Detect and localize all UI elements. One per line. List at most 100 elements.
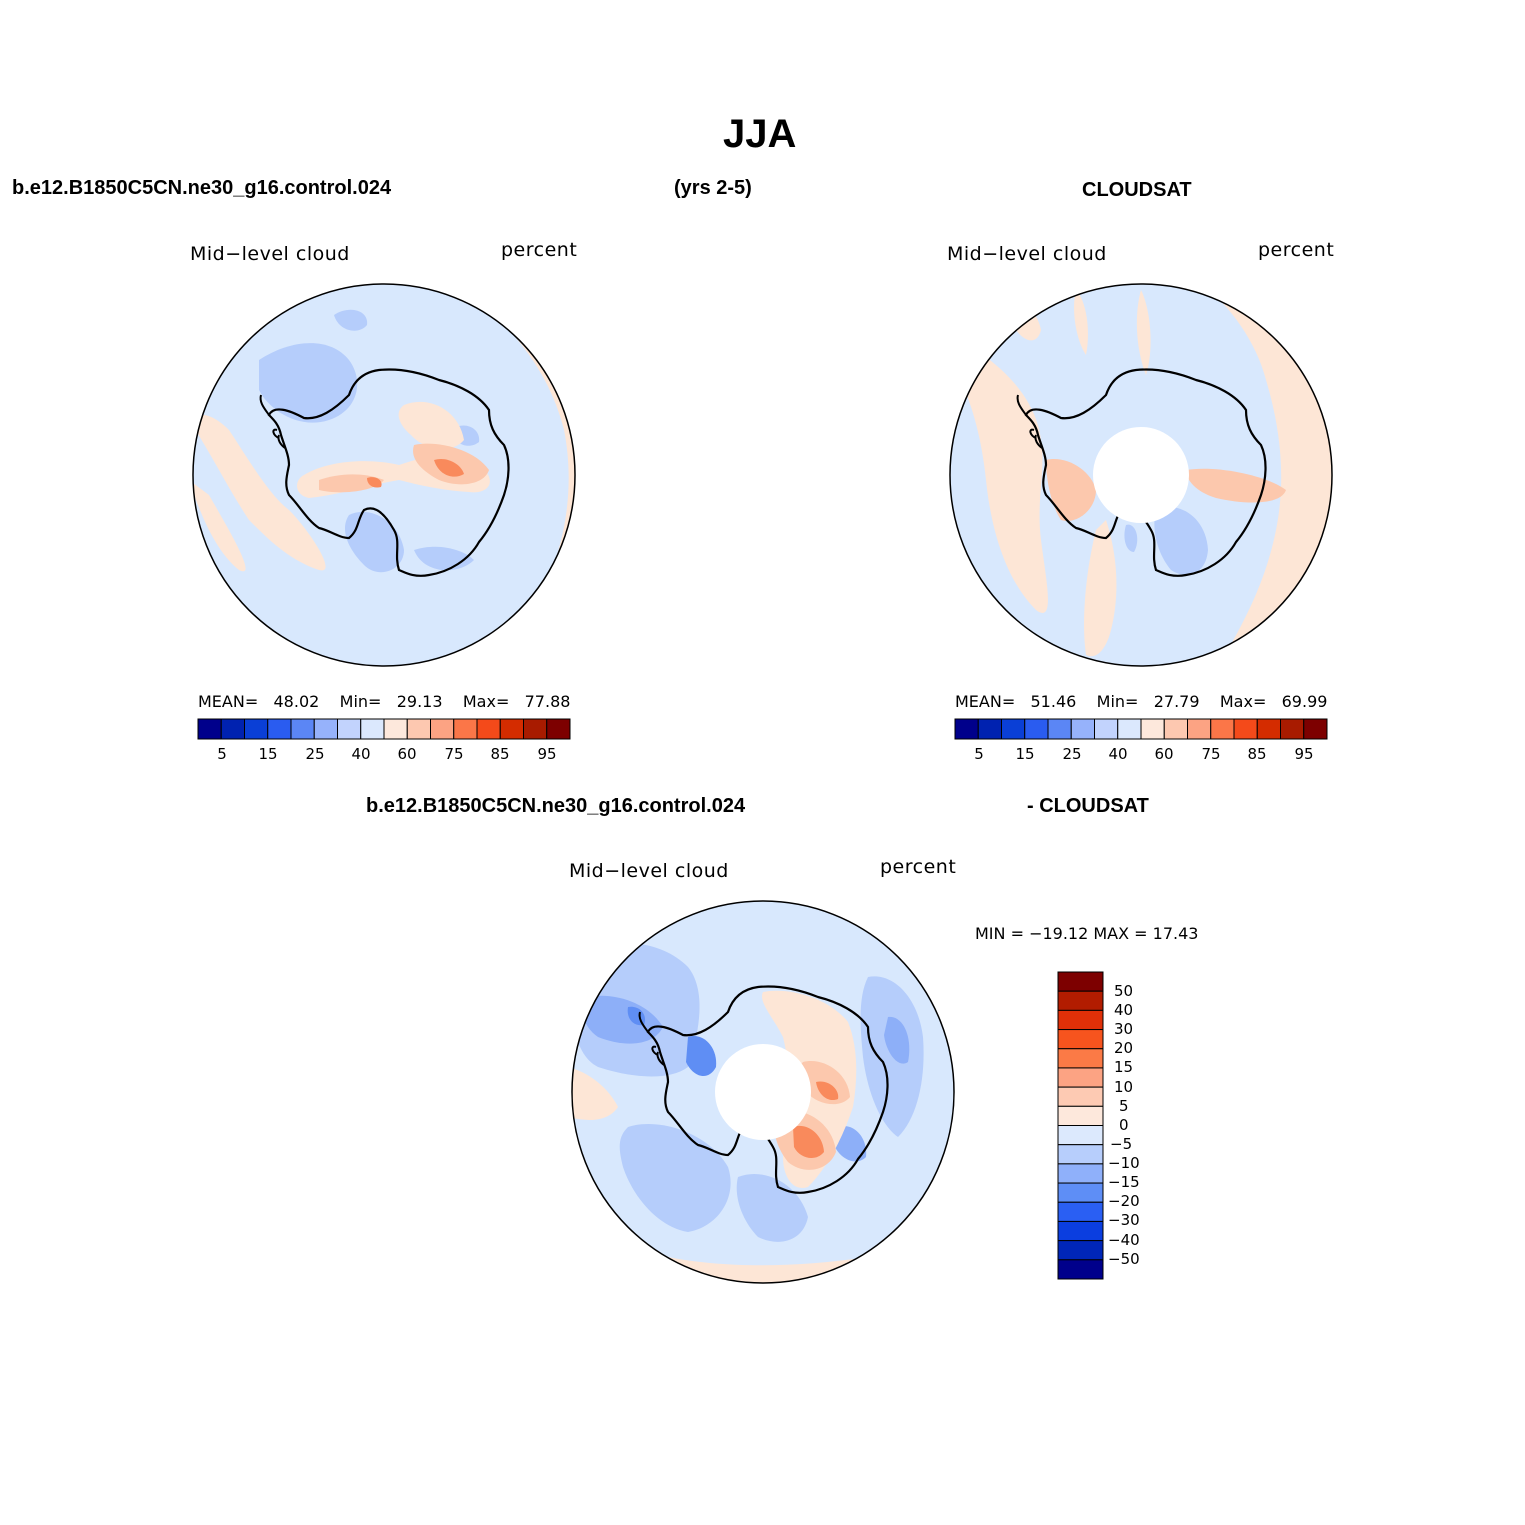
map-region-light-orange (193, 414, 326, 571)
map-region-medium-blue (344, 511, 404, 573)
obs-stats: MEAN= 51.46 Min= 27.79 Max= 69.99 (955, 692, 1327, 711)
diff-colorbar-tick-label: 20 (1114, 1039, 1134, 1057)
colorbar-swatch (383, 718, 408, 740)
colorbar-swatch (313, 718, 338, 740)
colorbar-swatch (430, 718, 455, 740)
colorbar-swatch (1256, 718, 1281, 740)
diff-polar-map (571, 900, 955, 1284)
obs-max-label: Max= (1219, 692, 1267, 711)
model-max-label: Max= (462, 692, 510, 711)
diff-colorbar-tick-label: −40 (1108, 1231, 1140, 1249)
colorbar-swatch (1163, 718, 1188, 740)
colorbar-swatch (1210, 718, 1235, 740)
colorbar-swatch (244, 718, 269, 740)
diff-colorbar-swatch (1057, 1220, 1104, 1242)
diff-obs-header: - CLOUDSAT (1027, 795, 1149, 817)
map-region-light-orange (193, 480, 246, 572)
colorbar-tick-label: 40 (351, 745, 371, 763)
colorbar-swatch (977, 718, 1002, 740)
obs-name-header: CLOUDSAT (1082, 179, 1192, 201)
colorbar-swatch (197, 718, 222, 740)
colorbar-tick-label: 75 (444, 745, 464, 763)
antarctica-coastline (267, 368, 510, 577)
colorbar-tick-label: 60 (1154, 745, 1174, 763)
colorbar-tick-label: 5 (217, 745, 227, 763)
diff-colorbar (1057, 971, 1104, 1280)
colorbar-tick-label: 15 (258, 745, 278, 763)
colorbar-swatch (1187, 718, 1212, 740)
diff-colorbar-swatch (1057, 1125, 1104, 1146)
colorbar-swatch (267, 718, 292, 740)
diff-colorbar-swatch (1057, 1240, 1104, 1261)
diff-colorbar-swatch (1057, 1144, 1104, 1165)
map-region-light-orange (1196, 284, 1332, 666)
colorbar-tick-label: 95 (1294, 745, 1314, 763)
diff-minmax: MIN = −19.12 MAX = 17.43 (975, 924, 1199, 943)
model-mean-label: MEAN= (198, 692, 259, 711)
case-name-header: b.e12.B1850C5CN.ne30_g16.control.024 (12, 177, 392, 199)
colorbar-tick-label: 75 (1201, 745, 1221, 763)
map-region-strong-orange (816, 1081, 839, 1101)
diff-colorbar-swatch (1057, 971, 1104, 992)
diff-colorbar-swatch (1057, 1029, 1104, 1050)
colorbar-swatch (337, 718, 362, 740)
obs-variable-label: Mid−level cloud (947, 243, 1107, 265)
diff-case-header: b.e12.B1850C5CN.ne30_g16.control.024 (366, 795, 746, 817)
colorbar-swatch (546, 718, 571, 740)
diff-colorbar-swatch (1057, 1182, 1104, 1203)
diff-variable-label: Mid−level cloud (569, 860, 729, 882)
colorbar-swatch (360, 718, 385, 740)
colorbar-tick-label: 85 (490, 745, 510, 763)
map-region-light-orange (1136, 290, 1151, 375)
obs-min-value: 27.79 (1153, 692, 1200, 711)
diff-colorbar-swatch (1057, 1259, 1104, 1280)
colorbar-tick-label: 25 (1062, 745, 1082, 763)
model-colorbar (197, 718, 571, 740)
diff-colorbar-swatch (1057, 1086, 1104, 1107)
model-mean-value: 48.02 (273, 692, 320, 711)
map-region-strong-orange (367, 477, 382, 488)
diff-colorbar-tick-label: 5 (1119, 1097, 1129, 1115)
antarctica-coastline (1024, 368, 1267, 577)
diff-colorbar-tick-label: 40 (1114, 1001, 1134, 1019)
colorbar-swatch (499, 718, 524, 740)
diff-colorbar-tick-label: −15 (1108, 1173, 1140, 1191)
map-region-light-orange (950, 350, 1048, 613)
diff-colorbar-swatch (1057, 1201, 1104, 1222)
obs-mean-label: MEAN= (955, 692, 1016, 711)
obs-max-value: 69.99 (1281, 692, 1328, 711)
map-polar-gap (1093, 427, 1189, 523)
diff-colorbar-tick-label: −50 (1108, 1250, 1140, 1268)
map-region-light-orange (1084, 520, 1117, 657)
map-region-deeper-blue (582, 995, 663, 1044)
colorbar-swatch (1233, 718, 1258, 740)
map-region-medium-orange (1046, 459, 1096, 521)
model-stats: MEAN= 48.02 Min= 29.13 Max= 77.88 (198, 692, 570, 711)
map-region-strong-blue (686, 1036, 717, 1077)
colorbar-swatch (1024, 718, 1049, 740)
diff-colorbar-swatch (1057, 1009, 1104, 1031)
model-units-label: percent (501, 239, 578, 261)
colorbar-swatch (1001, 718, 1026, 740)
page-title: JJA (723, 112, 797, 156)
diff-colorbar-tick-label: 30 (1114, 1020, 1134, 1038)
years-header: (yrs 2-5) (674, 177, 752, 199)
map-region-light-orange (398, 401, 464, 450)
map-region-strong-orange (434, 458, 464, 477)
map-region-medium-blue (1124, 524, 1138, 552)
colorbar-swatch (1303, 718, 1328, 740)
colorbar-tick-label: 25 (305, 745, 325, 763)
map-polar-gap (715, 1044, 811, 1140)
map-region-light-orange (1074, 290, 1088, 355)
map-region-light-orange (572, 1067, 618, 1120)
colorbar-swatch (453, 718, 478, 740)
peninsula-coastline (259, 394, 286, 449)
diff-colorbar-swatch (1057, 1048, 1104, 1069)
obs-mean-value: 51.46 (1030, 692, 1077, 711)
diff-colorbar-tick-label: −5 (1110, 1135, 1133, 1153)
colorbar-tick-label: 40 (1108, 745, 1128, 763)
diff-units-label: percent (880, 856, 957, 878)
colorbar-swatch (406, 718, 431, 740)
colorbar-swatch (1280, 718, 1305, 740)
peninsula-coastline (1016, 394, 1043, 449)
